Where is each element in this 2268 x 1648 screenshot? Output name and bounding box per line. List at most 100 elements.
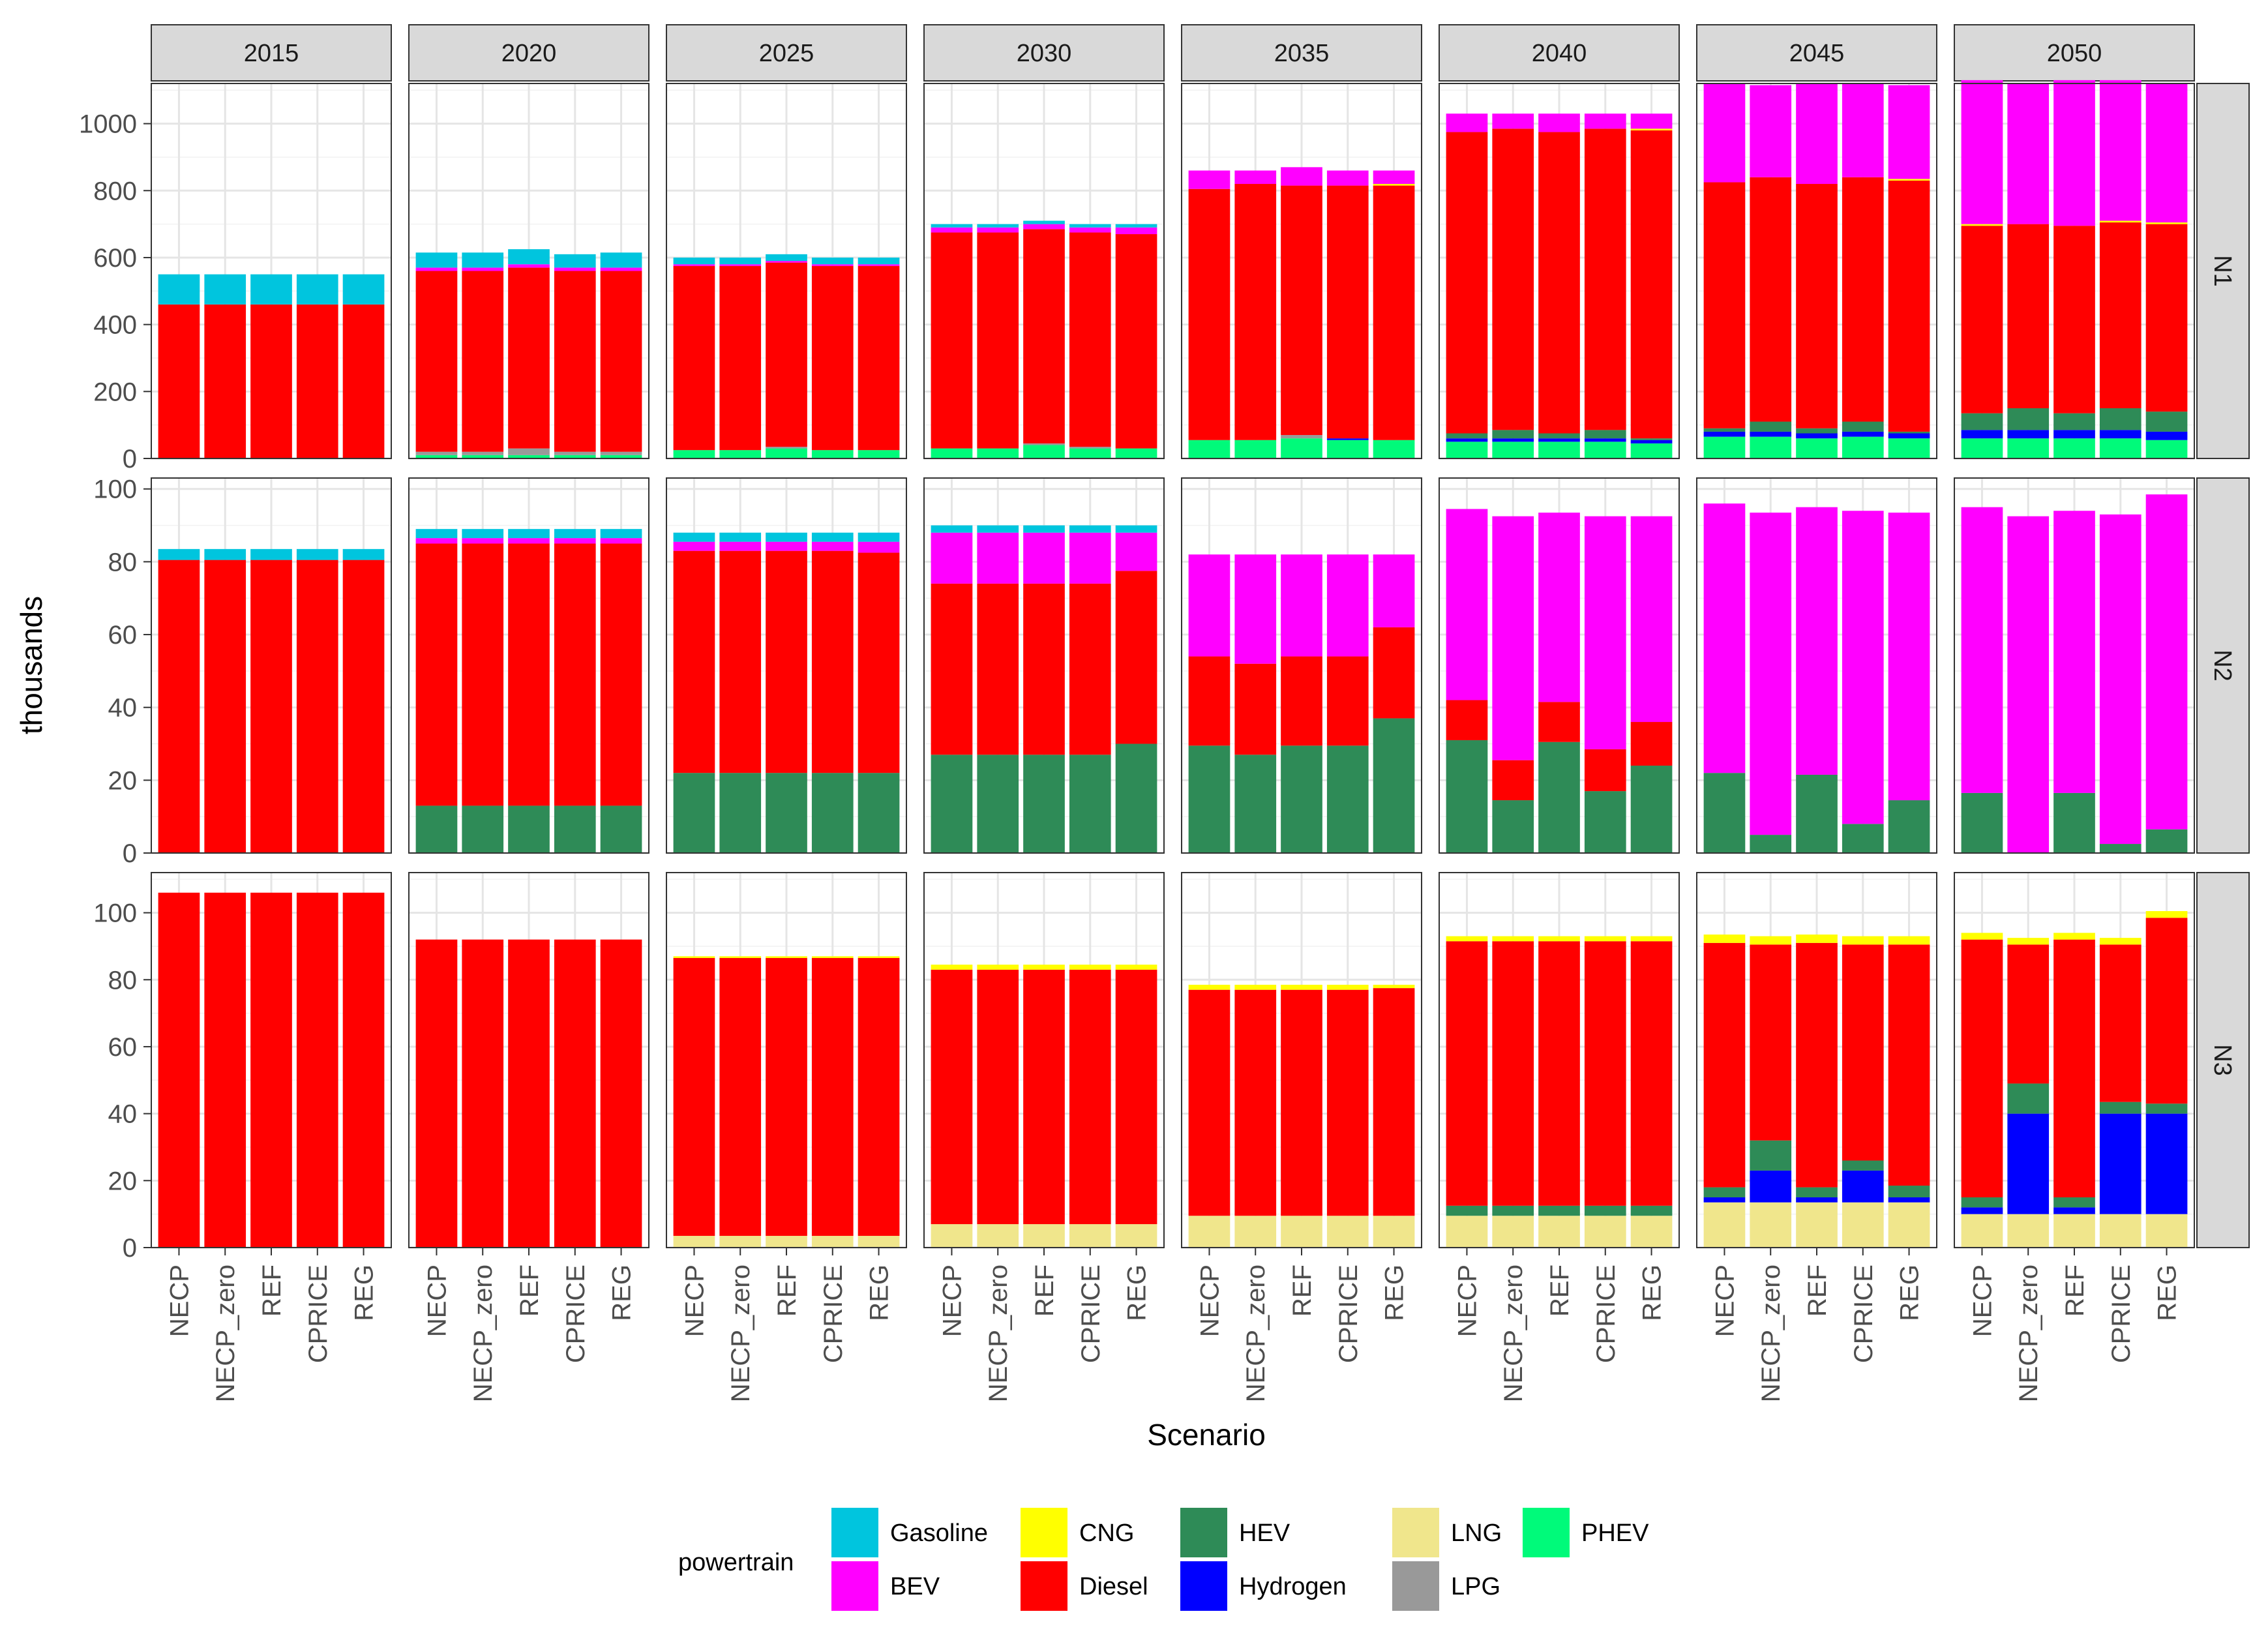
panel-border <box>1439 83 1680 459</box>
legend-key-Diesel <box>1021 1561 1067 1611</box>
bar-segment-N3-2025-NECP_zero-LNG <box>719 1236 762 1248</box>
bar-segment-N1-2035-REF-LPG <box>1281 435 1322 439</box>
bar-segment-N1-2050-REF-Hydrogen <box>2053 430 2095 439</box>
bar-segment-N1-2040-REF-HEV <box>1538 433 1580 439</box>
bar-segment-N1-2030-CPRICE-PHEV <box>1069 448 1111 458</box>
legend-key-LNG <box>1392 1508 1439 1557</box>
bar-segment-N3-2050-NECP_zero-Hydrogen <box>2007 1113 2050 1214</box>
panel-border <box>408 477 649 854</box>
facet-panel-N3-2020: NECP NECP_zero REF CPRICE REG <box>408 872 649 1402</box>
bar-segment-N3-2045-NECP-HEV <box>1703 1187 1746 1197</box>
bar-segment-N3-2030-REF-LNG <box>1023 1224 1065 1248</box>
x-tick-label-REG: REG <box>608 1265 636 1321</box>
x-tick-label-CPRICE: CPRICE <box>561 1265 590 1363</box>
bar-segment-N3-2025-REF-Diesel <box>766 957 807 1236</box>
bar-segment-N1-2030-REF-LPG <box>1023 443 1065 445</box>
bar-segment-N3-2025-CPRICE-Diesel <box>811 957 854 1236</box>
bar-segment-N3-2035-CPRICE-Diesel <box>1326 989 1369 1216</box>
bar-segment-N1-2040-NECP-Diesel <box>1446 132 1488 434</box>
bar-segment-N2-2020-REG-Diesel <box>600 543 642 806</box>
bar-segment-N2-2020-REG-HEV <box>600 805 642 853</box>
bar-segment-N1-2045-NECP_zero-BEV <box>1750 85 1792 177</box>
bar-segment-N1-2045-CPRICE-Diesel <box>1842 177 1884 422</box>
y-tick-label: 60 <box>108 621 138 650</box>
x-tick-label-NECP: NECP <box>938 1265 966 1337</box>
x-tick-label-REF: REF <box>1030 1265 1059 1317</box>
bar-segment-N2-2035-CPRICE-HEV <box>1326 745 1369 853</box>
bar-segment-N1-2020-REF-Diesel <box>508 267 550 449</box>
legend-label-HEV: HEV <box>1239 1520 1291 1547</box>
bar-segment-N2-2035-NECP-BEV <box>1188 554 1231 657</box>
bar-segment-N2-2035-REG-BEV <box>1373 554 1415 627</box>
bar-segment-N3-2040-NECP-HEV <box>1446 1205 1488 1216</box>
bar-segment-N3-2040-CPRICE-LNG <box>1584 1216 1626 1248</box>
bar-segment-N3-2020-NECP_zero-Diesel <box>462 939 504 1248</box>
bar-segment-N3-2040-REF-HEV <box>1538 1205 1580 1216</box>
bar-segment-N3-2025-REF-LNG <box>766 1236 807 1248</box>
bar-segment-N1-2040-REG-CNG <box>1630 128 1673 130</box>
bar-segment-N3-2025-NECP-CNG <box>673 956 715 958</box>
x-tick-label-NECP_zero: NECP_zero <box>1499 1265 1528 1402</box>
legend-label-Gasoline: Gasoline <box>890 1520 988 1547</box>
bar-segment-N1-2030-NECP-Gasoline <box>931 224 973 228</box>
bar-segment-N1-2035-NECP_zero-BEV <box>1234 170 1277 185</box>
legend-key-PHEV <box>1523 1508 1570 1557</box>
bar-segment-N1-2050-NECP-PHEV <box>1961 438 2003 458</box>
bar-segment-N1-2020-CPRICE-LPG <box>554 451 596 455</box>
bar-segment-N3-2035-REG-Diesel <box>1373 988 1415 1216</box>
x-tick-label-REF: REF <box>2061 1265 2089 1317</box>
bar-segment-N1-2040-CPRICE-HEV <box>1584 430 1626 439</box>
bar-segment-N2-2050-REF-HEV <box>2053 792 2095 853</box>
bar-segment-N3-2050-REF-Diesel <box>2053 939 2095 1197</box>
bar-segment-N2-2030-REF-Diesel <box>1023 583 1065 755</box>
bar-segment-N3-2050-NECP-LNG <box>1961 1214 2003 1248</box>
bar-segment-N1-2020-NECP_zero-PHEV <box>462 455 504 458</box>
bar-segment-N3-2040-CPRICE-Diesel <box>1584 941 1626 1206</box>
bar-segment-N2-2035-CPRICE-Diesel <box>1326 656 1369 746</box>
bar-segment-N1-2025-NECP_zero-BEV <box>719 264 762 266</box>
x-tick-label-REG: REG <box>1896 1265 1924 1321</box>
bar-segment-N2-2025-REF-Gasoline <box>766 532 807 542</box>
bar-segment-N3-2050-REF-LNG <box>2053 1214 2095 1248</box>
y-tick-label: 0 <box>123 445 137 473</box>
bar-segment-N1-2045-NECP-PHEV <box>1703 436 1746 458</box>
y-tick-label: 800 <box>93 177 137 205</box>
bar-segment-N1-2030-REG-Gasoline <box>1115 224 1157 228</box>
x-tick-label-REG: REG <box>350 1265 379 1321</box>
bar-segment-N1-2025-CPRICE-BEV <box>811 264 854 266</box>
bar-segment-N3-2020-REF-Diesel <box>508 939 550 1248</box>
bar-segment-N2-2020-NECP-HEV <box>415 805 458 853</box>
facet-strip-label-2030: 2030 <box>1017 40 1072 67</box>
legend-key-Hydrogen <box>1180 1561 1227 1611</box>
y-axis-title: thousands <box>14 596 48 734</box>
bar-segment-N2-2025-NECP-BEV <box>673 541 715 551</box>
bar-segment-N1-2020-NECP_zero-Diesel <box>462 271 504 452</box>
bar-segment-N3-2050-REG-Hydrogen <box>2145 1113 2188 1214</box>
bar-segment-N2-2035-REF-BEV <box>1281 554 1322 657</box>
bar-segment-N2-2035-REG-HEV <box>1373 718 1415 853</box>
bar-segment-N1-2050-NECP_zero-HEV <box>2007 408 2050 430</box>
bar-segment-N3-2050-REG-HEV <box>2145 1103 2188 1114</box>
bar-segment-N3-2035-REF-CNG <box>1281 984 1322 990</box>
facet-strip-N2 <box>2196 477 2250 854</box>
bar-segment-N1-2020-CPRICE-BEV <box>554 267 596 271</box>
facet-panel-N3-2015: NECP NECP_zero REF CPRICE REG <box>151 872 392 1402</box>
facet-panel-N2-2035 <box>1181 477 1422 854</box>
bar-segment-N3-2020-REG-Diesel <box>600 939 642 1248</box>
bar-segment-N1-2040-REF-Diesel <box>1538 132 1580 434</box>
bar-segment-N3-2035-REF-LNG <box>1281 1216 1322 1248</box>
bar-segment-N1-2030-CPRICE-LPG <box>1069 447 1111 449</box>
panel-border <box>666 477 907 854</box>
bar-segment-N3-2045-REG-LNG <box>1888 1202 1930 1248</box>
bar-segment-N1-2050-REF-BEV <box>2053 80 2095 226</box>
bar-segment-N1-2015-REG-Gasoline <box>342 274 385 305</box>
facet-panel-N1-2035 <box>1181 83 1422 460</box>
bar-segment-N1-2020-REG-LPG <box>600 451 642 455</box>
bar-segment-N2-2020-NECP_zero-Diesel <box>462 543 504 806</box>
bar-segment-N1-2025-NECP-Gasoline <box>673 257 715 265</box>
panel-border <box>923 477 1165 854</box>
bar-segment-N1-2030-REG-PHEV <box>1115 448 1157 458</box>
panel-border <box>1954 83 2195 459</box>
bar-segment-N2-2020-REG-BEV <box>600 538 642 544</box>
bar-segment-N1-2050-NECP-Diesel <box>1961 226 2003 413</box>
